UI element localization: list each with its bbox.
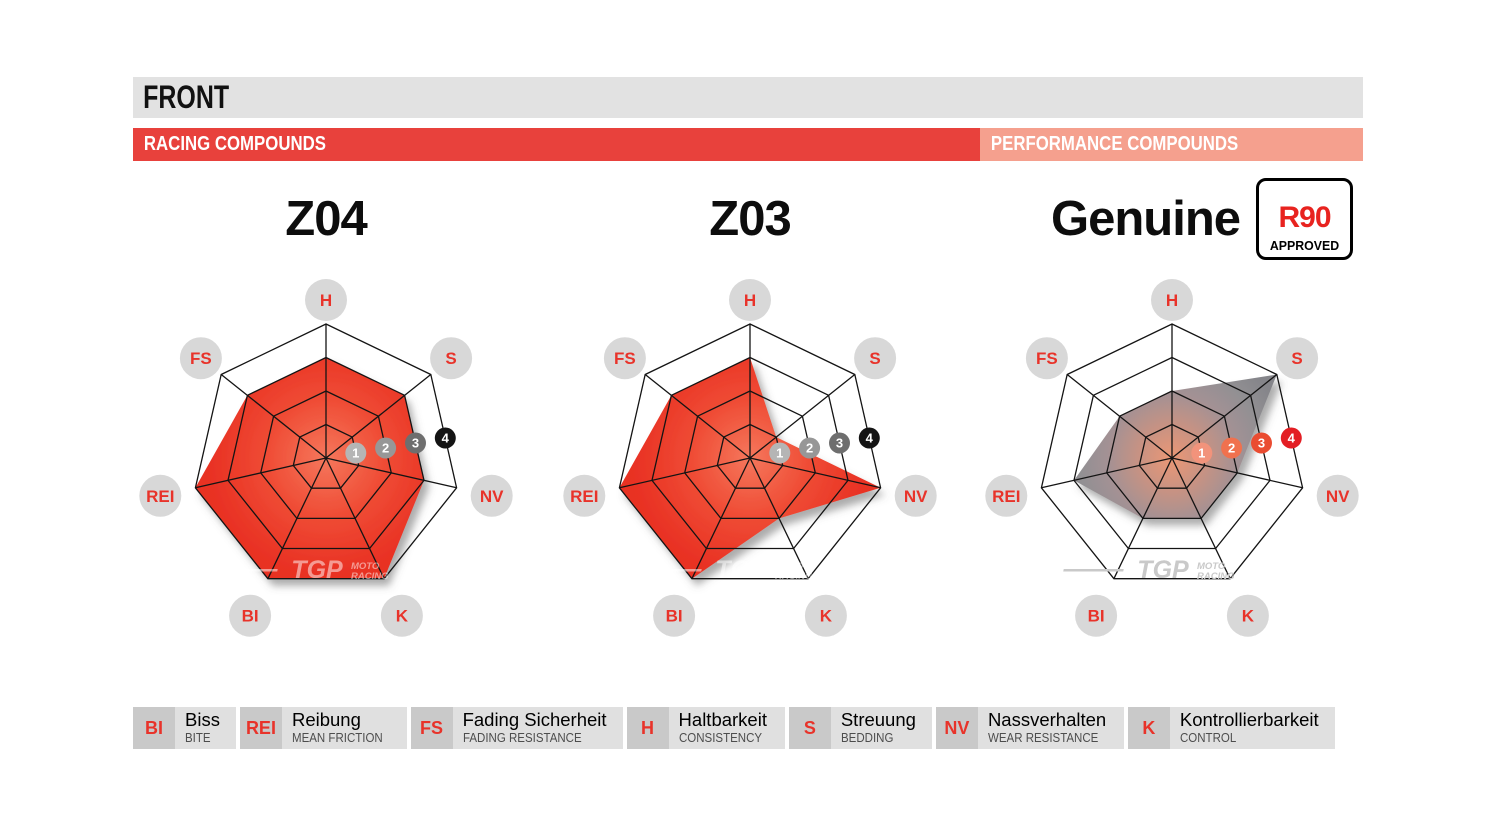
- legend-abbr-s: S: [788, 707, 831, 749]
- legend-abbr-k: K: [1127, 707, 1170, 749]
- svg-text:TGP: TGP: [291, 556, 343, 584]
- legend-term-de: Streuung: [840, 709, 916, 730]
- svg-text:4: 4: [442, 431, 450, 446]
- compound-title-genuine: Genuine R90 APPROVED: [1002, 178, 1402, 260]
- svg-text:K: K: [1242, 607, 1255, 626]
- legend-item-fs: FS Fading Sicherheit FADING RESISTANCE: [410, 707, 623, 749]
- svg-text:1: 1: [1198, 446, 1205, 461]
- legend-abbr-fs: FS: [410, 707, 453, 749]
- r90-approved-badge: R90 APPROVED: [1256, 178, 1353, 260]
- svg-text:FS: FS: [614, 349, 636, 368]
- svg-text:3: 3: [412, 436, 419, 451]
- compound-title-z03: Z03: [550, 188, 950, 250]
- legend-abbr-nv: NV: [935, 707, 978, 749]
- legend-item-k: K Kontrollierbarkeit CONTROL: [1127, 707, 1335, 749]
- svg-text:NV: NV: [480, 487, 504, 506]
- legend-abbr-rei: REI: [239, 707, 282, 749]
- legend-item-nv: NV Nassverhalten WEAR RESISTANCE: [935, 707, 1124, 749]
- legend-term-de: Kontrollierbarkeit: [1179, 709, 1319, 730]
- legend-item-s: S Streuung BEDDING: [788, 707, 932, 749]
- page-title: FRONT: [143, 79, 230, 115]
- r90-label: R90: [1278, 201, 1331, 234]
- performance-compounds-label: PERFORMANCE COMPOUNDS: [990, 133, 1239, 155]
- svg-text:2: 2: [806, 441, 813, 456]
- legend-abbr-bi: BI: [133, 707, 175, 749]
- svg-text:RACING: RACING: [775, 571, 813, 582]
- svg-text:S: S: [869, 349, 880, 368]
- svg-text:2: 2: [1228, 441, 1235, 456]
- svg-text:FS: FS: [190, 349, 212, 368]
- title-text-z04: Z04: [285, 192, 367, 246]
- legend-item-h: H Haltbarkeit CONSISTENCY: [626, 707, 785, 749]
- legend-term-en: BITE: [185, 731, 211, 745]
- front-header-bar: FRONT: [133, 77, 1363, 118]
- svg-text:H: H: [320, 291, 332, 310]
- svg-text:3: 3: [1258, 436, 1265, 451]
- svg-text:H: H: [744, 291, 756, 310]
- svg-text:MOTO: MOTO: [775, 561, 804, 572]
- racing-compounds-bar: RACING COMPOUNDS: [133, 128, 980, 161]
- legend-term-de: Nassverhalten: [987, 709, 1107, 730]
- legend-term-en: CONSISTENCY: [678, 731, 762, 745]
- svg-text:S: S: [1291, 349, 1302, 368]
- title-text-z03: Z03: [709, 192, 791, 246]
- svg-text:4: 4: [866, 431, 874, 446]
- svg-text:NV: NV: [904, 487, 928, 506]
- legend-item-bi: BI Biss BITE: [133, 707, 236, 749]
- legend-term-de: Reibung: [291, 709, 361, 730]
- svg-text:TGP: TGP: [715, 556, 767, 584]
- legend-term-en: BEDDING: [840, 731, 894, 745]
- svg-text:2: 2: [382, 441, 389, 456]
- svg-text:S: S: [445, 349, 456, 368]
- svg-text:REI: REI: [146, 487, 174, 506]
- svg-text:BI: BI: [666, 607, 683, 626]
- svg-text:H: H: [1166, 291, 1178, 310]
- svg-text:FS: FS: [1036, 349, 1058, 368]
- legend-term-en: FADING RESISTANCE: [462, 731, 582, 745]
- svg-text:MOTO: MOTO: [351, 561, 380, 572]
- approved-label: APPROVED: [1269, 238, 1340, 253]
- svg-text:3: 3: [836, 436, 843, 451]
- svg-text:RACING: RACING: [351, 571, 389, 582]
- svg-text:1: 1: [776, 446, 783, 461]
- legend-abbr-h: H: [626, 707, 669, 749]
- compound-title-z04: Z04: [126, 188, 526, 250]
- legend-term-en: WEAR RESISTANCE: [987, 731, 1099, 745]
- legend-term-de: Haltbarkeit: [678, 709, 767, 730]
- svg-text:TGP: TGP: [1137, 556, 1189, 584]
- svg-text:NV: NV: [1326, 487, 1350, 506]
- svg-text:BI: BI: [1088, 607, 1105, 626]
- svg-text:RACING: RACING: [1197, 571, 1235, 582]
- legend-term-en: MEAN FRICTION: [291, 731, 383, 745]
- svg-text:MOTO: MOTO: [1197, 561, 1226, 572]
- racing-compounds-label: RACING COMPOUNDS: [143, 133, 326, 155]
- svg-text:BI: BI: [242, 607, 259, 626]
- legend-term-de: Biss: [185, 709, 220, 730]
- svg-text:1: 1: [352, 446, 359, 461]
- legend-item-rei: REI Reibung MEAN FRICTION: [239, 707, 407, 749]
- title-text-genuine: Genuine: [1051, 192, 1241, 246]
- legend-term-en: CONTROL: [1179, 731, 1237, 745]
- legend-term-de: Fading Sicherheit: [462, 709, 607, 730]
- performance-compounds-bar: PERFORMANCE COMPOUNDS: [980, 128, 1363, 161]
- svg-text:K: K: [396, 607, 409, 626]
- svg-text:4: 4: [1288, 431, 1296, 446]
- svg-text:REI: REI: [570, 487, 598, 506]
- legend: BI Biss BITE REI Reibung MEAN FRICTION F…: [133, 707, 1335, 749]
- svg-text:K: K: [820, 607, 833, 626]
- svg-text:REI: REI: [992, 487, 1020, 506]
